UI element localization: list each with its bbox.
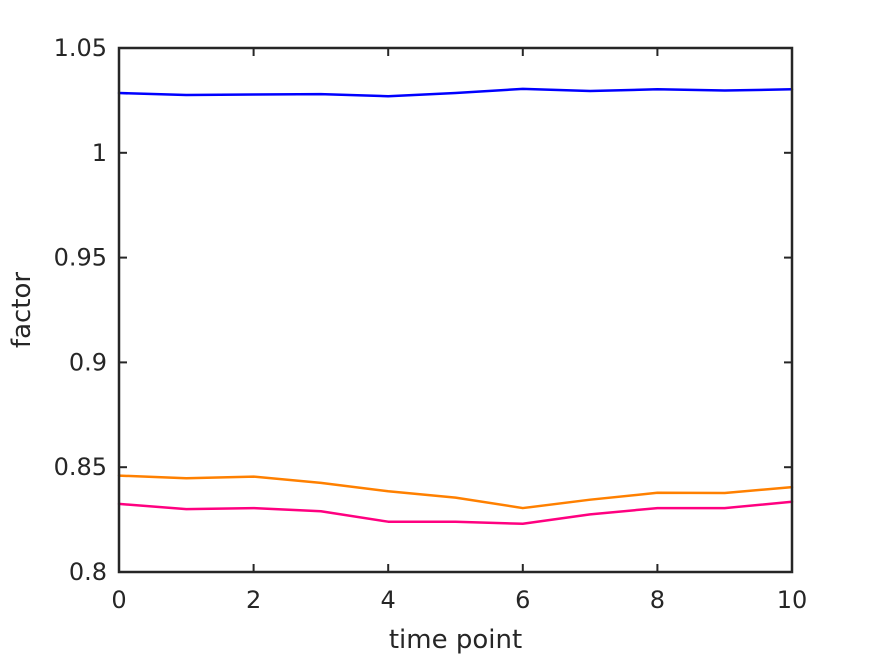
y-tick-label: 1 bbox=[92, 139, 107, 167]
ticks-layer bbox=[118, 47, 793, 573]
y-axis-title: factor bbox=[7, 272, 37, 348]
series-line-1 bbox=[117, 87, 794, 98]
y-tick-label: 0.8 bbox=[69, 558, 107, 586]
x-tick-label: 8 bbox=[650, 586, 665, 614]
plot-area bbox=[117, 46, 794, 574]
series-line-2 bbox=[117, 474, 794, 510]
x-axis-title: time point bbox=[389, 625, 522, 655]
y-tick-label: 0.9 bbox=[69, 348, 107, 376]
y-tick-label: 0.95 bbox=[54, 244, 107, 272]
plot-background bbox=[119, 48, 792, 572]
x-tick-label: 0 bbox=[111, 586, 126, 614]
y-tick-label: 1.05 bbox=[54, 34, 107, 62]
labels-layer: 0 2 4 6 8 10 0.8 0.85 0.9 0.95 1 1.05 bbox=[54, 34, 808, 614]
x-tick-label: 6 bbox=[515, 586, 530, 614]
y-tick-label: 0.85 bbox=[54, 453, 107, 481]
x-tick-label: 2 bbox=[246, 586, 261, 614]
series-layer bbox=[117, 87, 794, 526]
x-tick-label: 10 bbox=[777, 586, 808, 614]
x-tick-label: 4 bbox=[381, 586, 396, 614]
plot-frame bbox=[117, 46, 794, 574]
series-line-3 bbox=[117, 500, 794, 526]
